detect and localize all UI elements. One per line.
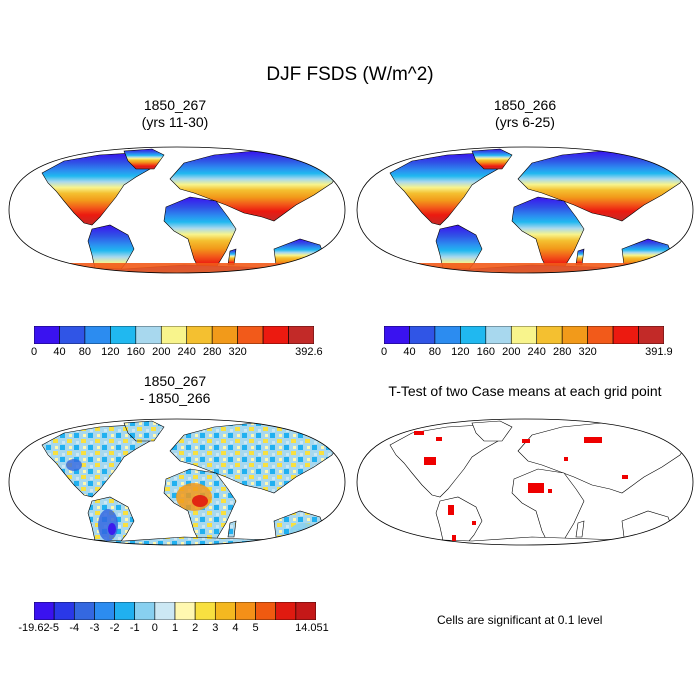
map-panel1 [8,146,346,274]
colorbar-tick-label: 120 [101,346,120,358]
panel4-title-line1: T-Test of two Case means at each grid po… [388,383,662,399]
colorbar-swatch [34,602,55,620]
colorbar-swatch [84,326,111,344]
colorbar-tick-label: -5 [49,622,60,634]
panel1-title-line2: (yrs 11-30) [141,114,209,130]
colorbar-tick-label: -3 [89,622,100,634]
colorbar-tick-label: -19.62 [18,622,50,634]
colorbar-swatch [134,602,156,620]
colorbar-tick-label: 240 [527,346,546,358]
colorbar-tick-label: 240 [177,346,196,358]
colorbar-swatch [510,326,538,344]
colorbar-tick-label: 120 [451,346,470,358]
significance-note: Cells are significant at 0.1 level [437,613,603,627]
map-panel4 [356,418,694,546]
colorbar-swatch [612,326,639,344]
colorbar-tick-label: 280 [552,346,572,358]
colorbar-swatch [214,602,236,620]
colorbar-tick-label: 320 [578,346,597,358]
colorbar-panel1 [34,326,314,344]
colorbar-tick-label: 200 [152,346,171,358]
colorbar-swatch [460,326,487,344]
colorbar-tick-label: 280 [202,346,222,358]
colorbar-tick-label: -2 [109,622,120,634]
panel4-title: T-Test of two Case means at each grid po… [350,383,700,400]
colorbar-tick-label: -4 [69,622,80,634]
colorbar-swatch [384,326,410,344]
colorbar-swatch [536,326,563,344]
colorbar-swatch [73,602,95,620]
colorbar-swatch [154,602,176,620]
colorbar-swatch [587,326,614,344]
colorbar-tick-label: 80 [428,346,442,358]
colorbar-tick-label: 0 [30,346,38,358]
colorbar-swatch [237,326,264,344]
colorbar-tick-label: 392.6 [295,346,323,358]
colorbar-swatch [59,326,86,344]
panel2-title-line2: (yrs 6-25) [495,114,555,130]
colorbar-swatch [561,326,588,344]
colorbar-swatch [135,326,162,344]
colorbar-swatch [174,602,196,620]
colorbar-tick-label: 2 [192,622,199,634]
colorbar-tick-label: 0 [380,346,388,358]
colorbar-swatch [110,326,137,344]
colorbar-swatch [638,326,664,344]
colorbar-tick-label: 5 [252,622,259,634]
colorbar-tick-label: 80 [78,346,92,358]
colorbar-tick-label: 40 [403,346,416,358]
colorbar-swatch [235,602,256,620]
colorbar-tick-label: 160 [476,346,495,358]
panel3-title-line2: - 1850_266 [139,390,211,406]
colorbar-swatch [114,602,136,620]
map-panel2 [356,146,694,274]
colorbar-tick-label: 1 [171,622,179,634]
colorbar-tick-label: 200 [502,346,521,358]
colorbar-swatch [485,326,512,344]
colorbar-swatch [211,326,238,344]
page-title: DJF FSDS (W/m^2) [266,64,434,85]
colorbar-tick-label: 391.9 [645,346,673,358]
colorbar-swatch [255,602,277,620]
colorbar-swatch [288,326,314,344]
colorbar-swatch [34,326,60,344]
colorbar-swatch [186,326,213,344]
colorbar-swatch [409,326,436,344]
panel3-title-line1: 1850_267 [143,373,207,389]
panel1-title-line1: 1850_267 [143,97,207,113]
colorbar-tick-label: 0 [151,622,158,634]
colorbar-tick-label: 4 [232,622,239,634]
colorbar-swatch [295,602,316,620]
colorbar-swatch [434,326,461,344]
colorbar-swatch [160,326,188,344]
colorbar-swatch [275,602,297,620]
colorbar-swatch [262,326,289,344]
panel2-title: 1850_266 (yrs 6-25) [350,97,700,131]
colorbar-swatch [53,602,75,620]
map-panel3 [8,418,346,546]
panel2-title-line1: 1850_266 [493,97,557,113]
colorbar-tick-label: -1 [129,622,140,634]
colorbar-tick-label: 14.051 [295,622,329,634]
colorbar-swatch [194,602,216,620]
colorbar-tick-label: 320 [228,346,247,358]
colorbar-tick-label: 160 [126,346,145,358]
panel3-title: 1850_267 - 1850_266 [0,373,350,407]
colorbar-tick-label: 3 [212,622,219,634]
colorbar-swatch [94,602,115,620]
colorbar-panel2 [384,326,664,344]
panel1-title: 1850_267 (yrs 11-30) [0,97,350,131]
colorbar-tick-label: 40 [53,346,66,358]
colorbar-panel3 [34,602,316,620]
